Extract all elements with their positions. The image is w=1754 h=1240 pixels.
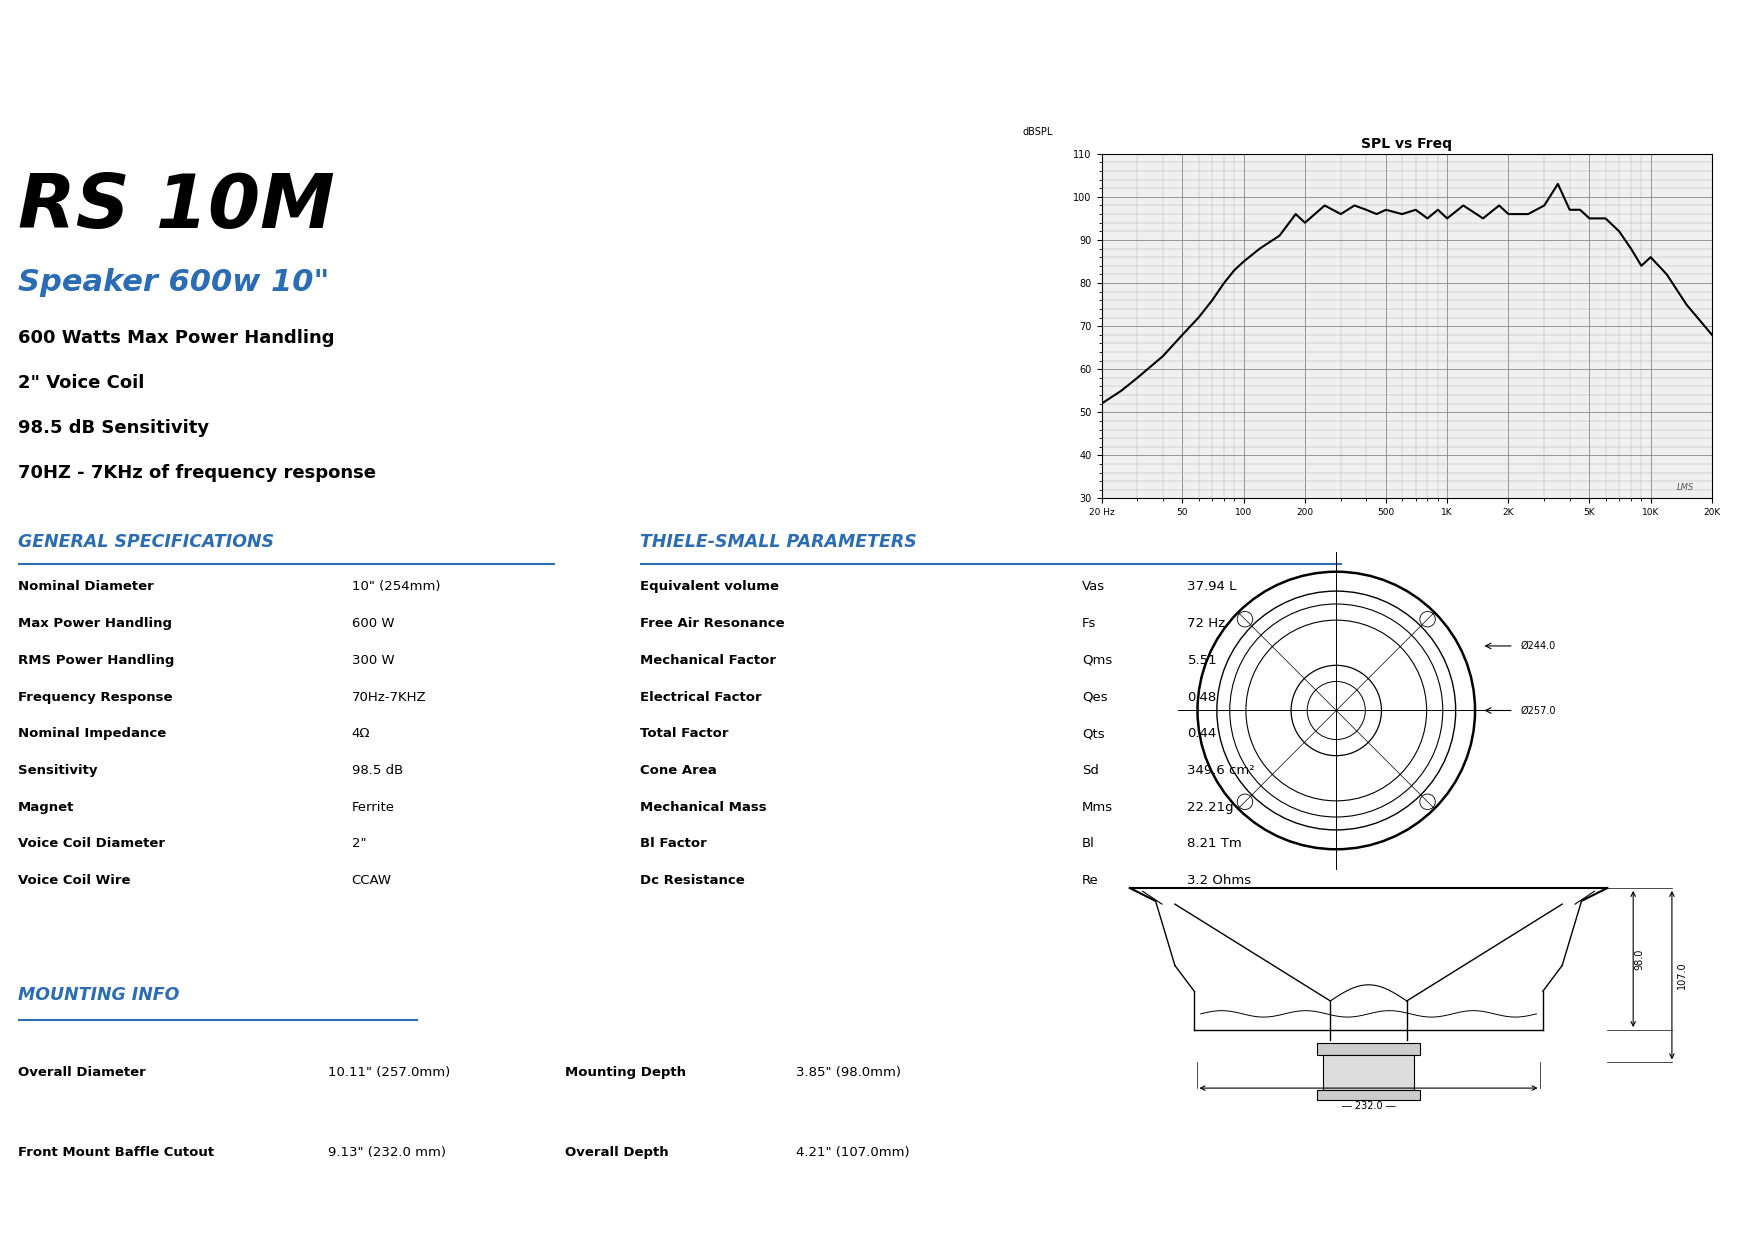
Text: CCAW: CCAW (351, 874, 391, 887)
Text: Mechanical Factor: Mechanical Factor (640, 653, 777, 667)
Text: 4.21" (107.0mm): 4.21" (107.0mm) (796, 1146, 910, 1159)
Text: Speaker 600w 10": Speaker 600w 10" (18, 268, 330, 298)
Text: Equivalent volume: Equivalent volume (640, 580, 779, 594)
Text: Sensitivity: Sensitivity (18, 764, 96, 777)
Text: Re: Re (228, 16, 302, 68)
Circle shape (1237, 794, 1252, 810)
Text: 0.48: 0.48 (1187, 691, 1217, 703)
Text: Nominal Diameter: Nominal Diameter (18, 580, 153, 594)
Text: ilient: ilient (377, 16, 530, 68)
Bar (1317, 1090, 1421, 1100)
Circle shape (1237, 611, 1252, 627)
Text: Front Mount Baffle Cutout: Front Mount Baffle Cutout (18, 1146, 214, 1159)
Text: 98.5 dB: 98.5 dB (351, 764, 403, 777)
Text: 349.6 cm²: 349.6 cm² (1187, 764, 1256, 777)
Text: 70Hz-7KHZ: 70Hz-7KHZ (351, 691, 426, 703)
Text: 4Ω: 4Ω (351, 727, 370, 740)
Text: 3.2 Ohms: 3.2 Ohms (1187, 874, 1252, 887)
Text: THIELE-SMALL PARAMETERS: THIELE-SMALL PARAMETERS (640, 533, 917, 552)
Text: Free Air Resonance: Free Air Resonance (640, 618, 784, 630)
Text: 22.21g: 22.21g (1187, 801, 1235, 813)
Text: RMS Power Handling: RMS Power Handling (18, 653, 174, 667)
Text: 70HZ - 7KHz of frequency response: 70HZ - 7KHz of frequency response (18, 464, 375, 482)
Text: Magnet: Magnet (18, 801, 74, 813)
Text: 0.44: 0.44 (1187, 727, 1217, 740)
Text: 9.13" (232.0 mm): 9.13" (232.0 mm) (328, 1146, 446, 1159)
Text: Mms: Mms (1082, 801, 1114, 813)
Circle shape (1419, 794, 1435, 810)
Text: ― 232.0 ―: ― 232.0 ― (1342, 1101, 1394, 1111)
Text: S: S (289, 63, 346, 140)
Text: 10.11" (257.0mm): 10.11" (257.0mm) (328, 1066, 451, 1079)
Text: Qes: Qes (1082, 691, 1109, 703)
Text: Dc Resistance: Dc Resistance (640, 874, 745, 887)
Text: Qts: Qts (1082, 727, 1105, 740)
Text: Cone Area: Cone Area (640, 764, 717, 777)
Text: Frequency Response: Frequency Response (18, 691, 172, 703)
Text: Voice Coil Wire: Voice Coil Wire (18, 874, 130, 887)
Text: 600 Watts Max Power Handling: 600 Watts Max Power Handling (18, 329, 333, 347)
Text: 8.21 Tm: 8.21 Tm (1187, 837, 1242, 851)
Text: Vas: Vas (1082, 580, 1105, 594)
Text: Bl: Bl (1082, 837, 1094, 851)
Text: Mounting Depth: Mounting Depth (565, 1066, 686, 1079)
Text: 300 W: 300 W (351, 653, 395, 667)
Text: RS 10M: RS 10M (18, 171, 335, 244)
Text: 10" (254mm): 10" (254mm) (351, 580, 440, 594)
Text: ounds: ounds (360, 76, 540, 128)
Text: 98.5 dB Sensitivity: 98.5 dB Sensitivity (18, 419, 209, 436)
Text: 2" Voice Coil: 2" Voice Coil (18, 373, 144, 392)
Text: MOUNTING INFO: MOUNTING INFO (18, 986, 179, 1004)
Text: Max Power Handling: Max Power Handling (18, 618, 172, 630)
Text: 3.85" (98.0mm): 3.85" (98.0mm) (796, 1066, 902, 1079)
Text: GENERAL SPECIFICATIONS: GENERAL SPECIFICATIONS (18, 533, 274, 552)
Text: Ø244.0: Ø244.0 (1521, 641, 1556, 651)
Text: 72 Hz: 72 Hz (1187, 618, 1226, 630)
Text: Overall Diameter: Overall Diameter (18, 1066, 146, 1079)
Text: Total Factor: Total Factor (640, 727, 728, 740)
Text: 98.0: 98.0 (1635, 949, 1645, 970)
Text: Fs: Fs (1082, 618, 1096, 630)
Title: SPL vs Freq: SPL vs Freq (1361, 138, 1452, 151)
Text: Bl Factor: Bl Factor (640, 837, 707, 851)
Text: Nominal Impedance: Nominal Impedance (18, 727, 167, 740)
Text: dBSPL: dBSPL (1023, 126, 1052, 136)
Circle shape (1419, 611, 1435, 627)
Text: 37.94 L: 37.94 L (1187, 580, 1237, 594)
Text: S: S (307, 4, 363, 79)
Text: Voice Coil Diameter: Voice Coil Diameter (18, 837, 165, 851)
Text: Electrical Factor: Electrical Factor (640, 691, 761, 703)
Bar (1317, 1043, 1421, 1054)
Text: Ø257.0: Ø257.0 (1521, 706, 1556, 715)
Text: LMS: LMS (1677, 482, 1694, 491)
Text: Mechanical Mass: Mechanical Mass (640, 801, 766, 813)
Text: 2": 2" (351, 837, 367, 851)
Text: Ferrite: Ferrite (351, 801, 395, 813)
Bar (1323, 1054, 1414, 1090)
Text: Overall Depth: Overall Depth (565, 1146, 668, 1159)
Text: 600 W: 600 W (351, 618, 395, 630)
Text: Qms: Qms (1082, 653, 1112, 667)
Text: Sd: Sd (1082, 764, 1100, 777)
Text: Re: Re (1082, 874, 1100, 887)
Text: 107.0: 107.0 (1677, 961, 1687, 990)
Text: 5.51: 5.51 (1187, 653, 1217, 667)
